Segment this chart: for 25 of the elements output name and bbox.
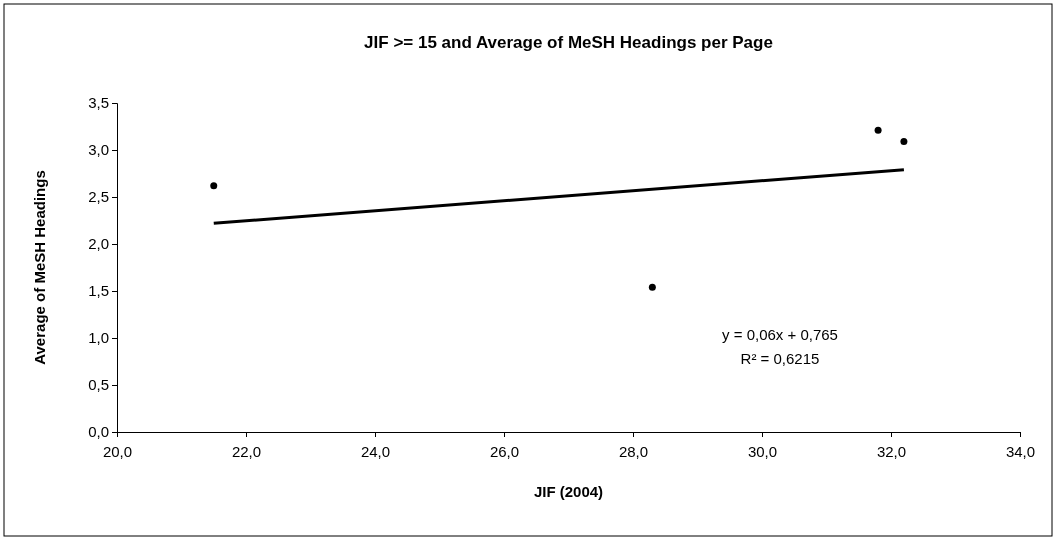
y-tick-label: 0,5 <box>88 376 109 394</box>
x-tick-label: 32,0 <box>876 442 907 460</box>
y-tick-label: 2,5 <box>88 188 109 206</box>
annotation: R² = 0,6215 <box>740 350 820 367</box>
chart-title: JIF >= 15 and Average of MeSH Headings per Page <box>364 33 773 52</box>
y-tick-label: 0,0 <box>88 423 109 441</box>
x-tick-label: 24,0 <box>360 442 391 460</box>
x-tick-label: 28,0 <box>618 442 649 460</box>
x-tick-label: 20,0 <box>102 442 133 460</box>
point <box>874 126 882 134</box>
x-axis-title: JIF (2004) <box>533 483 604 500</box>
point <box>648 283 656 291</box>
x-tick-label: 26,0 <box>489 442 520 460</box>
x-tick-label: 30,0 <box>747 442 778 460</box>
y-axis-title: Average of MeSH Headings <box>31 170 48 365</box>
x-tick-label: 34,0 <box>1005 442 1036 460</box>
y-tick-label: 3,0 <box>88 141 109 159</box>
y-tick-label: 3,5 <box>88 94 109 112</box>
x-tick-label: 22,0 <box>231 442 262 460</box>
point <box>900 138 908 146</box>
point <box>210 182 218 190</box>
y-tick-label: 1,0 <box>88 329 109 347</box>
y-tick-label: 2,0 <box>88 235 109 253</box>
y-tick-label: 1,5 <box>88 282 109 300</box>
annotation: y = 0,06x + 0,765 <box>722 326 838 343</box>
